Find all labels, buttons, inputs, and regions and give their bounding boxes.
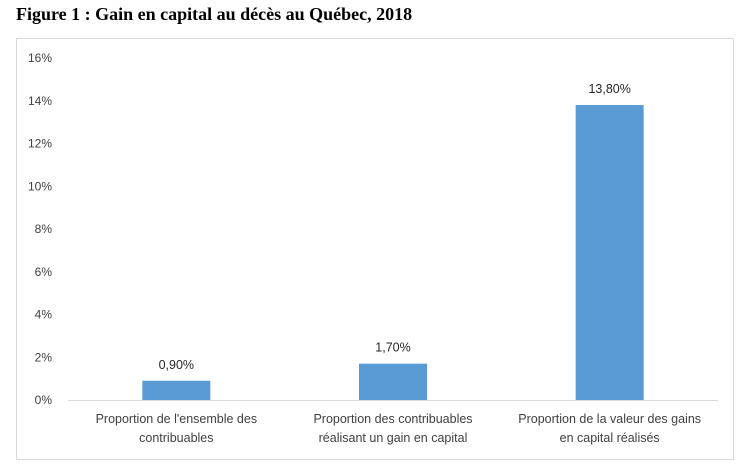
category-label: réalisant un gain en capital xyxy=(319,431,468,445)
category-label: Proportion des contribuables xyxy=(313,412,472,426)
category-label: en capital réalisés xyxy=(560,431,660,445)
data-label: 1,70% xyxy=(375,341,410,355)
y-tick-label: 16% xyxy=(28,51,52,65)
y-axis-ticks: 0% 2% 4% 6% 8% 10% 12% 14% 16% xyxy=(28,51,52,407)
y-tick-label: 10% xyxy=(28,179,52,193)
y-tick-label: 6% xyxy=(35,265,53,279)
bar xyxy=(575,105,644,401)
data-labels: 0,90% 1,70% 13,80% xyxy=(159,82,631,372)
bars xyxy=(142,105,644,401)
data-label: 13,80% xyxy=(588,82,630,96)
category-label: Proportion de l'ensemble des xyxy=(96,412,258,426)
y-tick-label: 8% xyxy=(35,222,53,236)
figure-title: Figure 1 : Gain en capital au décès au Q… xyxy=(16,4,413,24)
y-tick-label: 12% xyxy=(28,137,52,151)
y-tick-label: 14% xyxy=(28,94,52,108)
y-tick-label: 4% xyxy=(35,308,53,322)
category-label: contribuables xyxy=(139,431,213,445)
data-label: 0,90% xyxy=(159,358,194,372)
bar xyxy=(359,363,427,400)
bar xyxy=(142,380,211,400)
category-labels: Proportion de l'ensemble des contribuable… xyxy=(96,412,701,445)
y-tick-label: 2% xyxy=(35,350,53,364)
y-tick-label: 0% xyxy=(35,393,53,407)
category-label: Proportion de la valeur des gains xyxy=(518,412,701,426)
